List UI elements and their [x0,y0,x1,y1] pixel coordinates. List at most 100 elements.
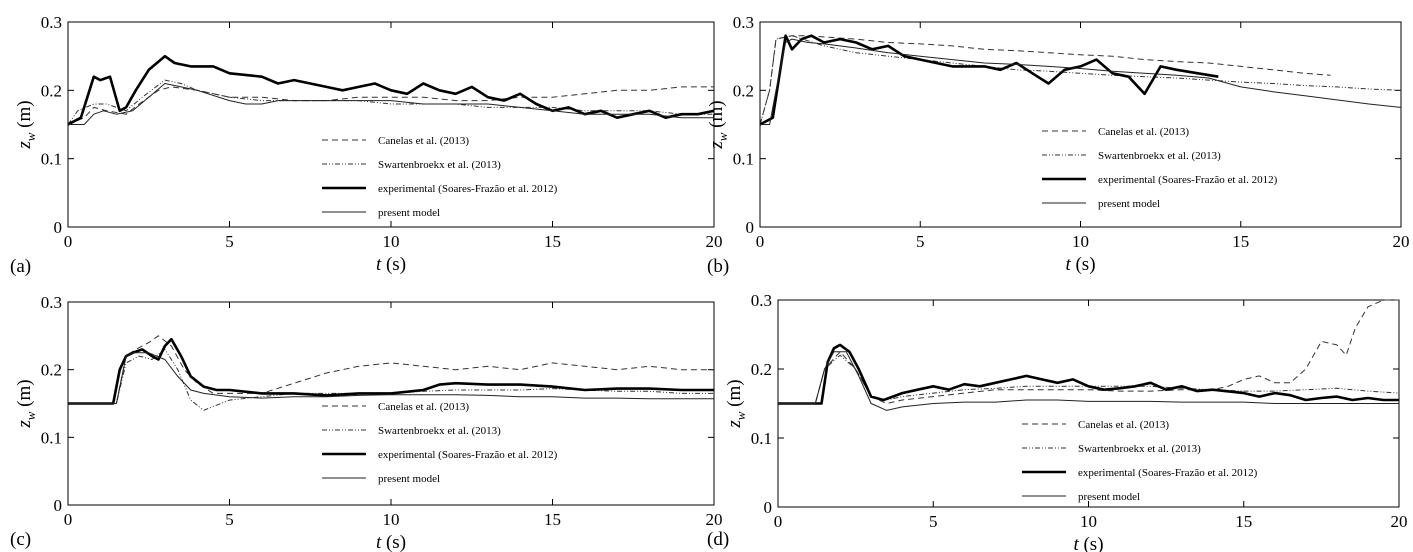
x-tick-label: 20 [1391,512,1408,531]
series-line-1 [778,354,1399,404]
x-tick-label: 20 [706,232,723,251]
x-tick-label: 10 [383,232,400,251]
x-axis-label: t (s) [376,254,406,275]
legend: Canelas et al. (2013) Swartenbroekx et al… [322,401,558,485]
y-tick-label: 0 [746,218,755,237]
x-tick-label: 5 [916,232,925,251]
x-tick-label: 5 [225,510,234,529]
y-tick-label: 0.3 [41,293,62,312]
panel-label: (d) [707,529,729,550]
x-tick-label: 20 [1393,232,1410,251]
y-axis-label-subscript: w [23,411,38,420]
x-axis-label-unit: (s) [381,254,406,275]
y-tick-label: 0.3 [41,13,62,32]
legend-entry-label: present model [378,207,440,219]
y-axis-label-symbol: z [706,141,727,150]
legend-entry-label: experimental (Soares-Frazão et al. 2012) [1098,174,1278,186]
chart-panel: 0 5 10 15 20 0 0.1 0.2 0.3 t (s) zw (m) (d) Canelas … [707,291,1408,552]
x-tick-label: 15 [1232,232,1249,251]
x-tick-label: 15 [544,510,561,529]
y-axis-label-unit: (m) [14,379,35,411]
x-tick-label: 10 [1072,232,1089,251]
x-axis-label-unit: (s) [1071,254,1096,275]
panel-label: (b) [707,256,729,277]
legend-entry-label: experimental (Soares-Frazão et al. 2012) [1078,467,1258,479]
y-tick-label: 0.2 [41,361,62,380]
x-axis-label-symbol: t [1073,534,1079,552]
y-axis-label: zw (m) [706,100,730,149]
legend-entry-label: Canelas et al. (2013) [1098,126,1189,138]
x-tick-label: 15 [1235,512,1252,531]
series-lines [760,34,1401,126]
y-tick-label: 0 [764,498,773,517]
x-tick-label: 0 [64,510,73,529]
y-tick-label: 0.1 [41,150,62,169]
legend-entry-label: present model [1078,491,1140,503]
panel-label: (a) [10,256,31,277]
x-tick-label: 15 [544,232,561,251]
plot-frame [67,21,715,228]
x-tick-label: 5 [929,512,938,531]
x-axis-label-symbol: t [376,532,382,552]
x-tick-label: 5 [225,232,234,251]
x-tick-label: 0 [774,512,783,531]
legend-entry-label: Swartenbroekx et al. (2013) [378,425,501,437]
y-tick-label: 0.3 [733,13,754,32]
legend-entry-label: Canelas et al. (2013) [1078,419,1169,431]
series-lines [68,335,714,411]
panel-label: (c) [10,529,31,550]
y-tick-label: 0.1 [41,428,62,447]
legend-entry-label: experimental (Soares-Frazão et al. 2012) [378,449,558,461]
series-line-2 [68,337,714,405]
chart-panel: 0 5 10 15 20 0 0.1 0.2 0.3 t (s) zw (m) (c) Canelas … [10,293,723,552]
series-line-0 [778,299,1399,404]
legend: Canelas et al. (2013) Swartenbroekx et al… [1022,419,1258,503]
series-line-3 [68,83,714,125]
x-tick-label: 20 [706,510,723,529]
y-axis-label-symbol: z [14,420,35,429]
y-axis-label: zw (m) [14,379,38,428]
y-axis-label-subscript: w [715,132,730,141]
series-line-0 [68,335,714,404]
series-lines [778,299,1399,411]
y-axis-label: zw (m) [14,100,38,149]
legend-entry-label: experimental (Soares-Frazão et al. 2012) [378,183,558,195]
y-axis-label-unit: (m) [724,379,745,411]
y-tick-label: 0.2 [751,360,772,379]
legend-entry-label: present model [378,473,440,485]
x-axis-label-unit: (s) [381,532,406,552]
x-tick-label: 10 [383,510,400,529]
y-tick-label: 0.1 [733,150,754,169]
x-axis-label-unit: (s) [1079,534,1104,552]
series-line-2 [760,34,1219,126]
y-tick-label: 0.1 [751,429,772,448]
legend: Canelas et al. (2013) Swartenbroekx et al… [322,135,558,219]
y-axis-label-symbol: z [14,141,35,150]
y-tick-label: 0 [54,496,63,515]
x-axis-label: t (s) [376,532,406,552]
y-tick-label: 0.3 [751,291,772,310]
series-line-2 [778,343,1399,405]
series-line-1 [68,348,714,411]
x-axis-label: t (s) [1073,534,1103,552]
y-axis-label-unit: (m) [14,100,35,132]
legend-entry-label: Canelas et al. (2013) [378,401,469,413]
series-line-2 [68,54,714,126]
x-tick-label: 10 [1080,512,1097,531]
y-axis-label-unit: (m) [706,100,727,132]
legend-entry-label: Swartenbroekx et al. (2013) [378,159,501,171]
series-line-3 [68,352,714,404]
y-axis-label-subscript: w [733,411,748,420]
legend: Canelas et al. (2013) Swartenbroekx et al… [1042,126,1278,210]
y-axis-label-symbol: z [724,420,745,429]
chart-panel: 0 5 10 15 20 0 0.1 0.2 0.3 t (s) zw (m) (b) Canelas … [706,13,1410,277]
series-lines [68,54,714,126]
x-axis-label-symbol: t [376,254,382,275]
x-tick-label: 0 [756,232,765,251]
series-line-0 [760,35,1331,125]
x-axis-label: t (s) [1065,254,1095,275]
legend-entry-label: Swartenbroekx et al. (2013) [1098,150,1221,162]
chart-panel: 0 5 10 15 20 0 0.1 0.2 0.3 t (s) zw (m) (a) Canelas … [10,13,723,277]
y-tick-label: 0 [54,218,63,237]
